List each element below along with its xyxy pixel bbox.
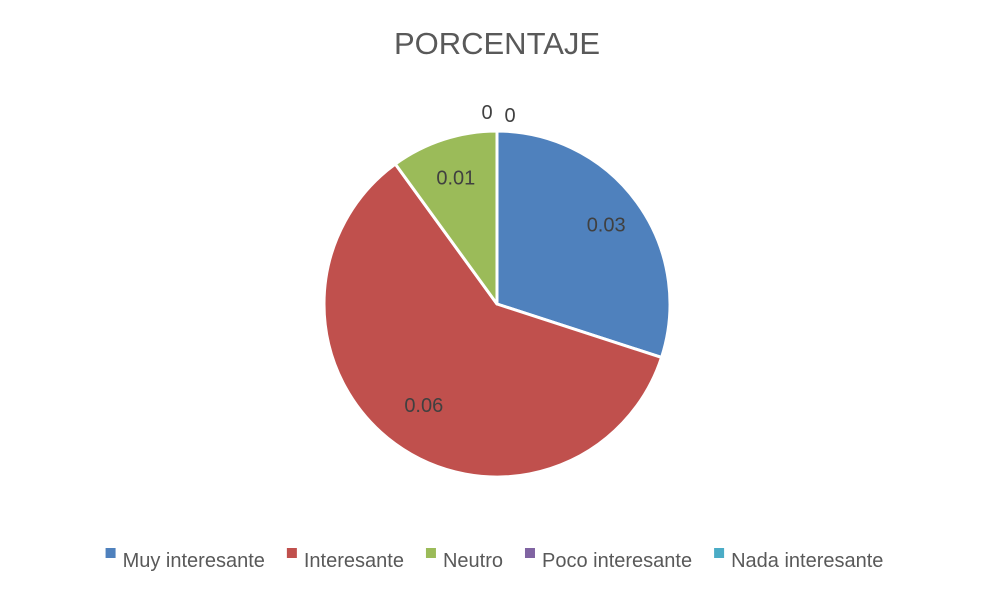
legend-label-muy-interesante: Muy interesante — [123, 550, 265, 572]
legend-swatch-muy-interesante — [105, 548, 116, 558]
data-label-neutro: 0.01 — [436, 167, 475, 189]
legend-swatch-poco-interesante — [524, 548, 535, 558]
legend-item-nada-interesante: Nada interesante — [714, 548, 883, 572]
legend-swatch-interesante — [286, 548, 297, 558]
data-label-poco-interesante: 0 — [481, 102, 492, 124]
data-label-interesante: 0.06 — [404, 395, 443, 417]
legend-item-neutro: Neutro — [425, 548, 503, 572]
legend-label-nada-interesante: Nada interesante — [731, 550, 883, 572]
pie-slices — [322, 129, 672, 479]
data-label-muy-interesante: 0.03 — [587, 215, 626, 237]
legend-swatch-neutro — [425, 548, 436, 558]
data-label-nada-interesante: 0 — [504, 105, 515, 127]
pie-slice-interesante — [322, 162, 664, 479]
legend-swatch-nada-interesante — [714, 548, 725, 558]
legend-label-neutro: Neutro — [443, 550, 503, 572]
legend: Muy interesante Interesante Neutro Poco int… — [105, 548, 883, 572]
legend-item-interesante: Interesante — [286, 548, 404, 572]
pie-slice-muy-interesante — [495, 129, 672, 359]
legend-label-poco-interesante: Poco interesante — [542, 550, 692, 572]
legend-item-muy-interesante: Muy interesante — [105, 548, 265, 572]
chart-title: PORCENTAJE — [394, 26, 600, 61]
pie-slice-neutro — [393, 129, 499, 306]
legend-label-interesante: Interesante — [304, 550, 404, 572]
data-labels: 0.03 0.06 0.01 0 0 — [404, 102, 625, 417]
legend-item-poco-interesante: Poco interesante — [524, 548, 692, 572]
